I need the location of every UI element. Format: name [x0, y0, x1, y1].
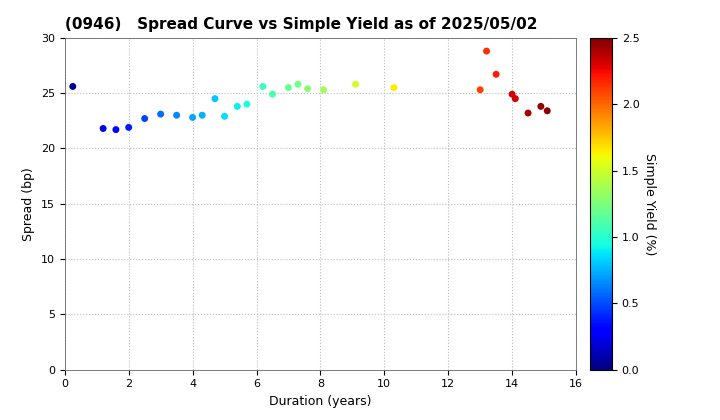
Point: [350, 81, 361, 88]
Y-axis label: Simple Yield (%): Simple Yield (%): [643, 152, 656, 255]
Y-axis label: Spread (bp): Spread (bp): [22, 167, 35, 241]
Point: [292, 81, 304, 88]
Point: [388, 84, 400, 91]
Point: [123, 124, 135, 131]
Point: [67, 83, 78, 90]
Point: [283, 84, 294, 91]
Point: [257, 83, 269, 90]
Point: [210, 95, 221, 102]
Point: [232, 103, 243, 110]
Point: [510, 95, 521, 102]
Point: [241, 101, 253, 108]
Point: [318, 87, 329, 93]
Point: [474, 87, 486, 93]
Point: [535, 103, 546, 110]
Point: [302, 85, 313, 92]
Point: [139, 115, 150, 122]
Point: [522, 110, 534, 116]
Point: [266, 91, 278, 97]
X-axis label: Duration (years): Duration (years): [269, 395, 372, 408]
Point: [219, 113, 230, 120]
Point: [171, 112, 182, 118]
Point: [506, 91, 518, 97]
Point: [490, 71, 502, 78]
Point: [155, 111, 166, 118]
Point: [197, 112, 208, 118]
Point: [541, 108, 553, 114]
Point: [481, 48, 492, 55]
Point: [110, 126, 122, 133]
Point: [187, 114, 199, 121]
Point: [97, 125, 109, 132]
Text: (0946)   Spread Curve vs Simple Yield as of 2025/05/02: (0946) Spread Curve vs Simple Yield as o…: [65, 18, 537, 32]
